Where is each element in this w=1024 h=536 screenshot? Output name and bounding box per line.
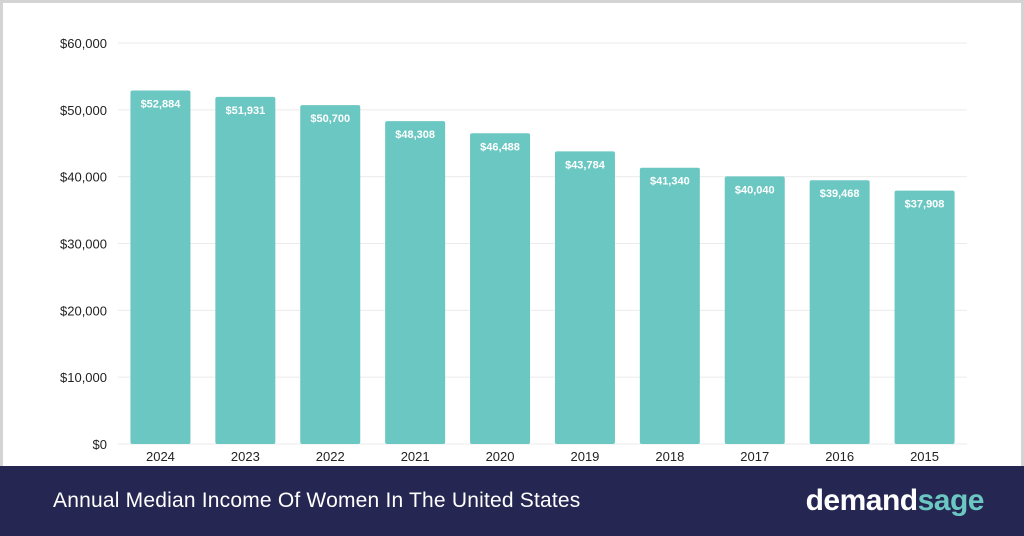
bar-value-label: $52,884: [141, 99, 182, 111]
bar: [554, 151, 615, 444]
bar-value-label: $48,308: [395, 129, 435, 141]
chart-title: Annual Median Income Of Women In The Uni…: [53, 489, 581, 512]
chart-area: $0 $10,000 $20,000 $30,000 $40,000 $50,000 $60…: [3, 3, 1024, 469]
x-tick-label: 2021: [401, 449, 430, 464]
bar: [894, 190, 955, 444]
y-tick-label: $10,000: [60, 370, 107, 385]
x-tick-label: 2017: [740, 449, 769, 464]
x-axis: 2024 2023 2022 2021 2020 2019 2018 2017 2016 2015: [146, 449, 939, 464]
y-tick-label: $60,000: [60, 36, 107, 51]
x-tick-label: 2024: [146, 449, 175, 464]
brand-logo-part2: sage: [917, 484, 985, 517]
bar-value-label: $39,468: [820, 188, 860, 200]
x-tick-label: 2019: [570, 449, 599, 464]
x-tick-label: 2020: [486, 449, 515, 464]
x-tick-label: 2022: [316, 449, 345, 464]
x-tick-label: 2016: [825, 449, 854, 464]
bar-value-label: $50,700: [310, 113, 350, 125]
bar: [470, 133, 531, 444]
bar: [215, 96, 276, 444]
bar-value-label: $46,488: [480, 141, 520, 153]
y-tick-label: $30,000: [60, 237, 107, 252]
y-axis: $0 $10,000 $20,000 $30,000 $40,000 $50,000 $60…: [60, 36, 107, 452]
y-tick-label: $50,000: [60, 103, 107, 118]
bar: [724, 176, 785, 444]
brand-logo-part1: demand: [805, 484, 919, 517]
y-tick-label: $20,000: [60, 303, 107, 318]
bar-value-label: $37,908: [905, 199, 945, 211]
bar-value-label: $40,040: [735, 184, 775, 196]
y-tick-label: $40,000: [60, 170, 107, 185]
bar: [300, 105, 361, 444]
x-tick-label: 2023: [231, 449, 260, 464]
bar: [385, 121, 446, 444]
bars: $52,884 $51,931 $50,700 $48,308 $46,488 $43,7…: [130, 90, 955, 445]
bar-chart: $0 $10,000 $20,000 $30,000 $40,000 $50,000 $60…: [60, 36, 967, 464]
x-tick-label: 2015: [910, 449, 939, 464]
bar-value-label: $41,340: [650, 176, 690, 188]
brand-logo: demandsage: [805, 466, 985, 536]
bar-value-label: $43,784: [565, 159, 606, 171]
x-tick-label: 2018: [655, 449, 684, 464]
bar: [130, 90, 191, 445]
bar: [639, 167, 700, 444]
y-tick-label: $0: [93, 437, 107, 452]
bar-value-label: $51,931: [225, 105, 265, 117]
bar: [809, 180, 870, 444]
footer-bar: Annual Median Income Of Women In The Uni…: [0, 466, 1024, 536]
